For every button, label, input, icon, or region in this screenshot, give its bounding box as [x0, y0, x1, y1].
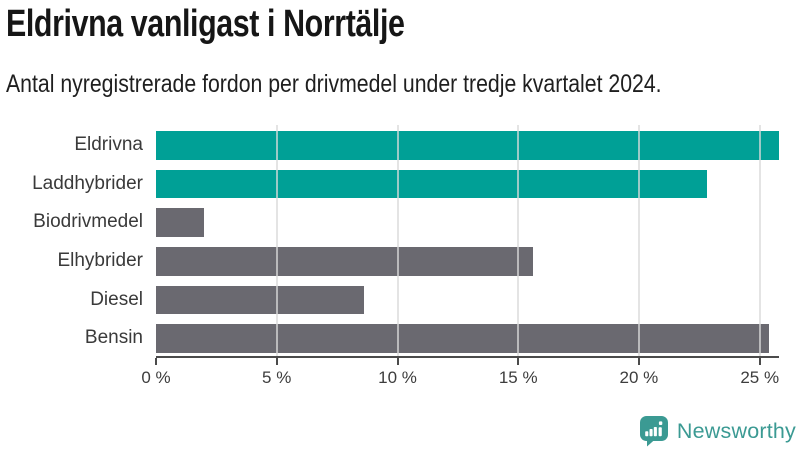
gridline — [637, 125, 640, 357]
axis-tick-label: 5 % — [262, 368, 292, 387]
axis-tick — [155, 358, 157, 365]
axis-tick — [758, 358, 761, 365]
x-axis-line — [156, 356, 779, 358]
plot-area: 0 % 5 % 10 % 15 % 20 % 25 % — [141, 125, 779, 387]
gridline — [758, 125, 761, 357]
gridline — [517, 125, 520, 357]
axis-tick-label: 25 % — [740, 368, 780, 387]
category-label: Laddhybrider — [32, 172, 143, 194]
bar — [156, 246, 533, 276]
bar — [156, 131, 779, 160]
bar — [156, 324, 770, 353]
axis-tick — [396, 358, 399, 365]
gridline — [275, 125, 278, 357]
category-label: Bensin — [84, 327, 143, 349]
category-label: Diesel — [90, 288, 143, 310]
axis-tick-label: 15 % — [498, 368, 538, 387]
category-label: Elhybrider — [57, 249, 143, 271]
newsworthy-logo-text: Newsworthy — [676, 418, 796, 443]
axis-tick-label: 20 % — [619, 368, 659, 387]
axis-tick — [517, 358, 520, 365]
axis-tick — [637, 358, 640, 365]
category-label: Eldrivna — [74, 134, 143, 155]
bar — [156, 169, 707, 199]
gridline — [396, 125, 399, 357]
newsworthy-logo: Newsworthy — [639, 415, 796, 447]
chart-title: Eldrivna vanligast i Norrtälje — [6, 3, 405, 45]
chart-subtitle: Antal nyregistrerade fordon per drivmede… — [6, 70, 662, 98]
bar — [156, 285, 364, 315]
bar — [156, 208, 205, 237]
axis-tick — [275, 358, 278, 365]
axis-tick-label: 10 % — [378, 368, 417, 387]
newsworthy-logo-icon — [639, 415, 669, 447]
axis-tick-label: 0 % — [141, 368, 171, 387]
category-label: Biodrivmedel — [33, 211, 143, 233]
